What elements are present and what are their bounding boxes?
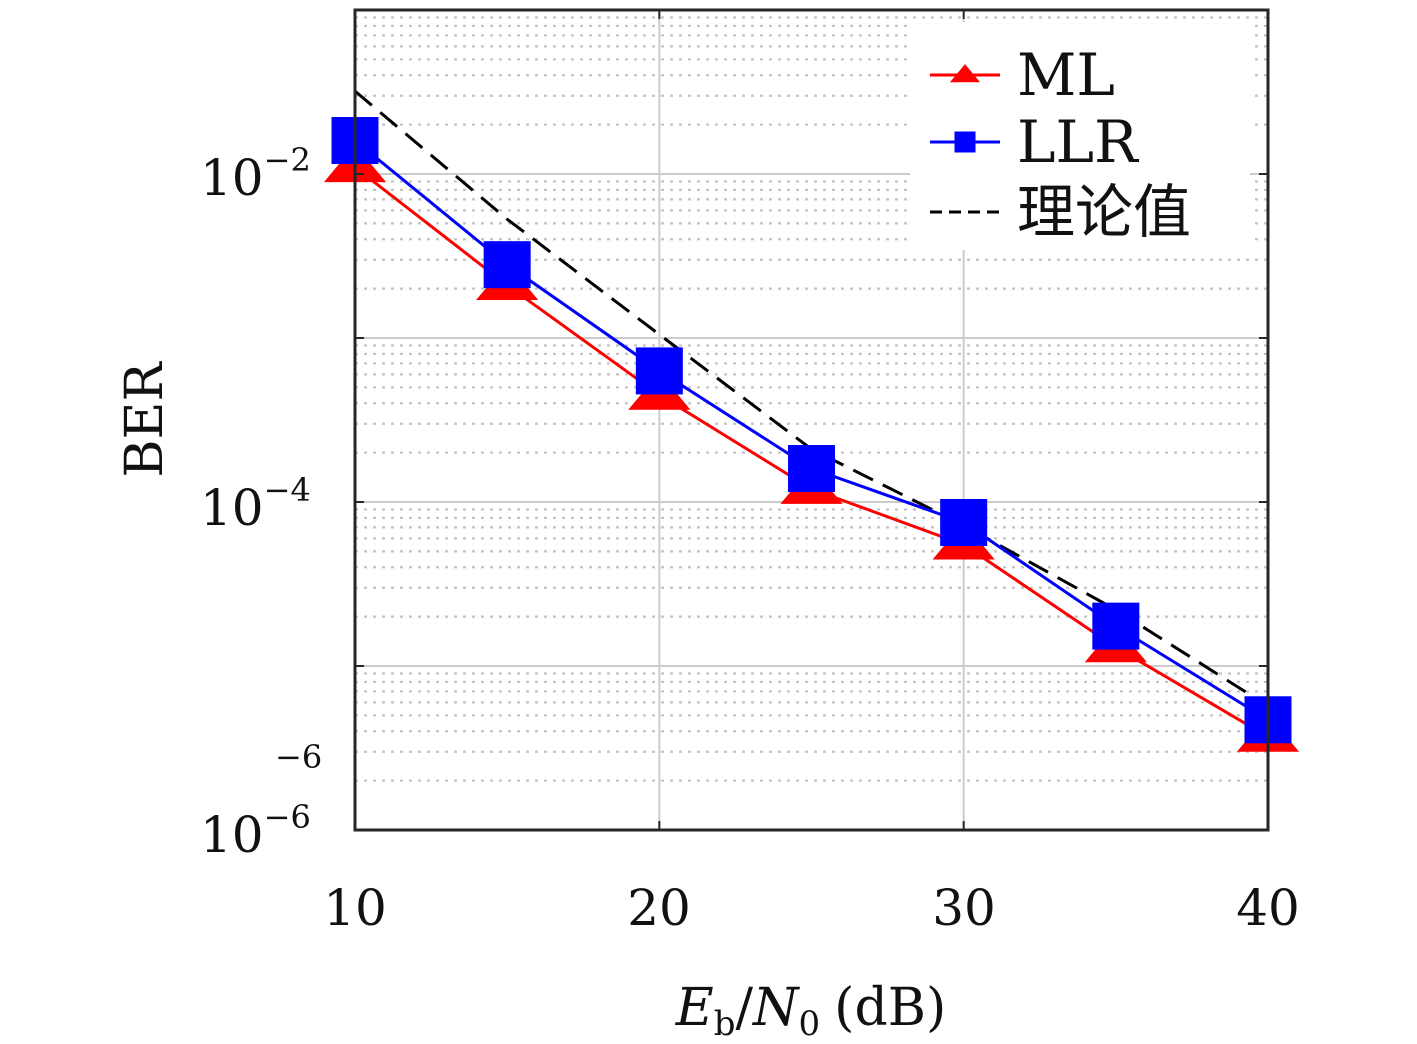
x-axis-label-n: N [751, 978, 800, 1038]
data-point-square [1092, 602, 1140, 650]
x-tick-label: 30 [932, 879, 996, 937]
y-tick-exponent: −6 [264, 798, 311, 836]
x-tick-label: 10 [323, 879, 387, 937]
stray-exponent-label: −6 [275, 738, 322, 776]
data-point-square [940, 498, 988, 546]
legend-item: 理论值 [930, 178, 1191, 246]
x-tick-labels: 10 20 30 40 [323, 879, 1300, 937]
x-axis-label-sub-0: 0 [799, 1004, 821, 1044]
y-tick-exponent: −2 [264, 141, 311, 179]
series-llr [331, 117, 1292, 744]
y-tick-base: 10 [200, 149, 264, 207]
axis-ticks [354, 10, 1269, 830]
legend-item: ML [930, 41, 1115, 109]
legend-label: ML [1017, 41, 1115, 109]
y-tick-label: 10−2 [200, 141, 311, 207]
data-point-square [483, 241, 531, 289]
x-axis-label-slash: / [735, 978, 753, 1038]
y-tick-labels: 10−2 10−4 10−6 −6 [200, 141, 322, 864]
y-tick-label: 10−6 [200, 798, 311, 864]
plot-frame [353, 8, 1270, 832]
legend-label: 理论值 [1017, 178, 1191, 246]
legend-item: LLR [930, 108, 1140, 176]
y-tick-label: 10−4 [200, 471, 311, 537]
x-tick-label: 20 [627, 879, 691, 937]
x-axis-label-e: E [675, 978, 714, 1038]
legend-marker-square [954, 131, 976, 153]
legend-label: LLR [1017, 108, 1140, 176]
x-axis-label: Eb/N0 (dB) [675, 978, 946, 1044]
data-point-square [788, 445, 835, 493]
x-tick-label: 40 [1236, 879, 1300, 937]
y-tick-base: 10 [200, 479, 264, 537]
y-tick-base: 10 [200, 806, 264, 864]
legend-marker-triangle [949, 64, 981, 83]
x-axis-label-unit: (dB) [834, 978, 946, 1038]
y-axis-label: BER [115, 360, 175, 477]
x-axis-label-sub-b: b [714, 1004, 736, 1044]
y-tick-exponent: −4 [264, 471, 311, 509]
data-point-square [635, 347, 683, 395]
